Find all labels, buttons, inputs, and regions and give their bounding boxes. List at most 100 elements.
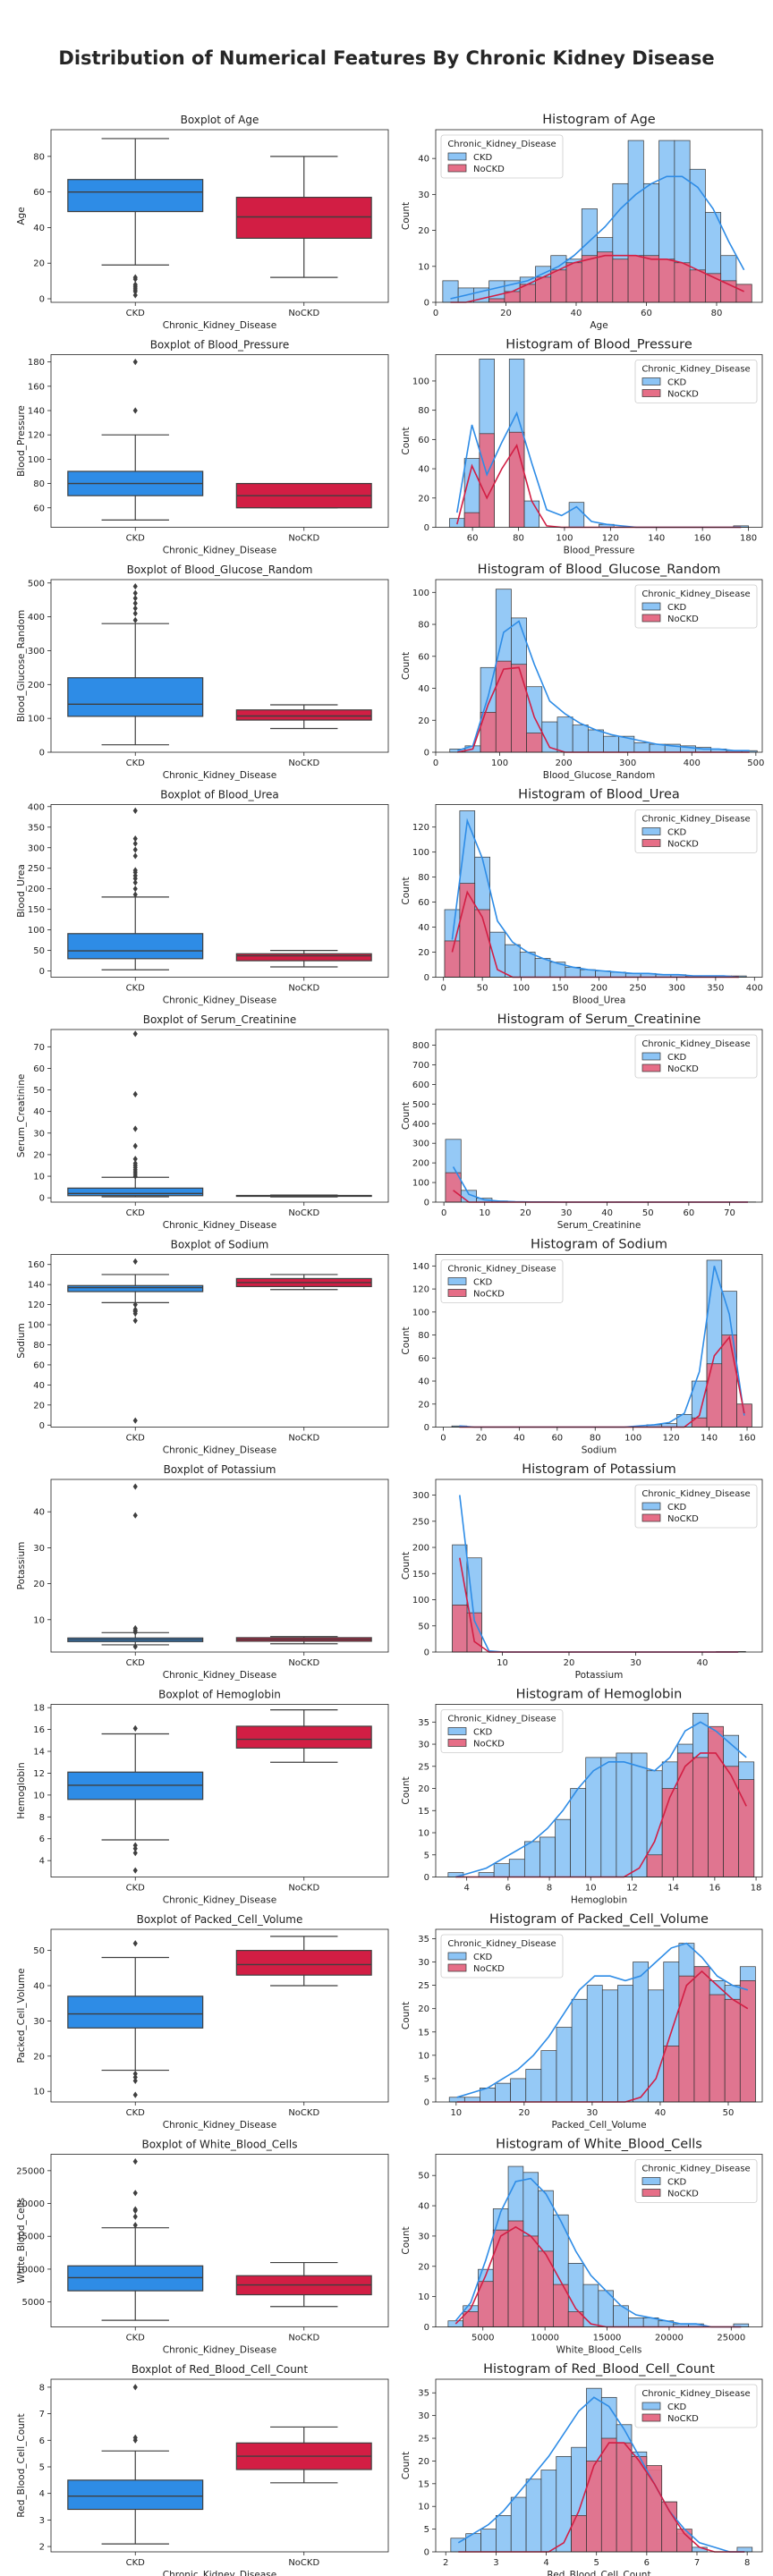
kde-line-ckd [456, 1942, 749, 2098]
outlier-point [132, 852, 138, 860]
histogram-title: Histogram of Blood_Glucose_Random [478, 563, 721, 577]
y-tick-label: 30 [418, 191, 429, 200]
x-axis-label: Blood_Urea [573, 996, 626, 1006]
y-tick-label: 80 [33, 1341, 45, 1351]
outlier-point [132, 605, 138, 612]
x-tick-label: 10 [585, 1884, 597, 1894]
x-tick-label: NoCKD [288, 1434, 319, 1444]
x-tick-label: CKD [126, 309, 146, 318]
hist-bar-nockd [444, 940, 461, 978]
y-tick-label: 400 [412, 1120, 429, 1130]
outlier-point [132, 1159, 138, 1167]
hist-bar-nockd [736, 1403, 752, 1428]
hist-bar-nockd [689, 269, 706, 303]
x-axis-label: Chronic_Kidney_Disease [163, 1895, 276, 1906]
x-tick-label: 20 [520, 1208, 531, 1218]
y-tick-label: 100 [412, 848, 429, 858]
hist-bar-nockd [526, 733, 543, 753]
outlier-point [132, 1306, 138, 1313]
outlier-point [132, 2070, 138, 2078]
histogram-panel: 0 10 20 30 40 50 60 70 Histogram of Serum_Creati… [401, 1013, 763, 1231]
y-tick-label: 20000 [16, 2199, 45, 2209]
boxplot-panel: CKD NoCKD Boxplot of Potassium 10 20 30 40 Pota… [16, 1463, 389, 1681]
x-tick-label: 0 [441, 1208, 446, 1218]
hist-bar-nockd [692, 1757, 709, 1877]
y-tick-label: 5000 [22, 2298, 45, 2308]
x-tick-label: 8 [547, 1884, 552, 1894]
x-tick-label: 0 [433, 758, 438, 768]
histogram-panel: 60 80 100 120 140 160 180 Histogram of Blood_Pr… [401, 338, 763, 556]
hist-bar-ckd [603, 735, 620, 753]
x-tick-label: 40 [514, 1434, 525, 1444]
x-tick-label: 20000 [655, 2334, 684, 2343]
kde-line-ckd [456, 411, 742, 529]
outlier-point [132, 879, 138, 886]
boxplot-panel: CKD NoCKD Boxplot of Age 0 20 40 60 80 Age Chroni… [16, 114, 389, 331]
legend-swatch-ckd [641, 1502, 661, 1511]
x-tick-label: 70 [724, 1208, 735, 1218]
y-tick-label: 0 [424, 2098, 429, 2108]
y-tick-label: 300 [28, 647, 45, 657]
legend-label-ckd: CKD [473, 153, 493, 163]
boxplot-title: Boxplot of Red_Blood_Cell_Count [132, 2363, 309, 2376]
y-axis-label: Count [401, 2226, 412, 2254]
legend-label-nockd: NoCKD [667, 840, 699, 850]
hist-bar-nockd [597, 251, 614, 303]
outlier-point [132, 840, 138, 847]
y-axis-label: Count [401, 2452, 412, 2479]
y-tick-label: 200 [412, 1544, 429, 1554]
y-tick-label: 4 [39, 1857, 45, 1867]
histogram-panel: 5000 10000 15000 20000 25000 Histogram of Whi… [401, 2138, 763, 2356]
x-tick-label: 30 [630, 1658, 641, 1668]
hist-bar-nockd [631, 2455, 648, 2553]
x-tick-label: NoCKD [288, 2108, 319, 2118]
y-axis-label: Blood_Urea [16, 864, 27, 918]
x-tick-label: 30 [587, 2108, 599, 2118]
y-tick-label: 25000 [16, 2166, 45, 2176]
plot-frame [435, 804, 763, 978]
y-tick-label: 10 [418, 2292, 429, 2302]
histogram-title: Histogram of Blood_Pressure [505, 338, 692, 352]
y-tick-label: 60 [33, 188, 45, 198]
y-tick-label: 80 [418, 873, 429, 883]
outlier-point [132, 1301, 138, 1309]
y-tick-label: 40 [418, 2202, 429, 2212]
hist-bar-nockd [735, 284, 752, 303]
kde-line-ckd [457, 620, 750, 751]
x-tick-label: CKD [126, 1208, 146, 1218]
y-tick-label: 60 [33, 1360, 45, 1370]
outlier-point [132, 1867, 138, 1874]
y-tick-label: 600 [412, 1080, 429, 1090]
plot-frame [50, 1479, 389, 1653]
y-tick-label: 0 [39, 1194, 45, 1204]
legend-label-nockd: NoCKD [473, 1964, 505, 1974]
x-axis-label: Serum_Creatinine [557, 1220, 641, 1231]
box-nockd [235, 1725, 372, 1749]
hist-bar-nockd [708, 1725, 724, 1877]
outlier-point [132, 2434, 138, 2441]
boxplot-title: Boxplot of Blood_Urea [160, 789, 279, 801]
hist-bar-ckd [510, 2078, 527, 2103]
legend-swatch-ckd [641, 377, 661, 386]
outlier-point [132, 886, 138, 893]
legend-label-ckd: CKD [473, 1728, 493, 1738]
x-tick-label: 10000 [531, 2334, 559, 2343]
legend-frame [440, 1259, 564, 1303]
outlier-point [132, 2190, 138, 2197]
boxplot-title: Boxplot of Sodium [171, 1239, 269, 1251]
plot-frame [50, 1254, 389, 1428]
x-tick-label: 4 [543, 2558, 548, 2568]
y-tick-label: 40 [33, 1508, 45, 1518]
x-tick-label: 80 [711, 309, 723, 318]
outlier-point [132, 599, 138, 607]
x-tick-label: 40 [697, 1658, 709, 1668]
legend-label-ckd: CKD [667, 378, 687, 388]
box-ckd [67, 2265, 204, 2292]
boxplot-panel: CKD NoCKD Boxplot of Blood_Glucose_Random 0… [16, 564, 389, 781]
hist-bar-nockd [612, 258, 629, 303]
x-tick-label: CKD [126, 534, 146, 544]
hist-bar-ckd [523, 1841, 540, 1877]
kde-line-ckd [451, 818, 739, 979]
plot-frame [435, 2378, 763, 2553]
